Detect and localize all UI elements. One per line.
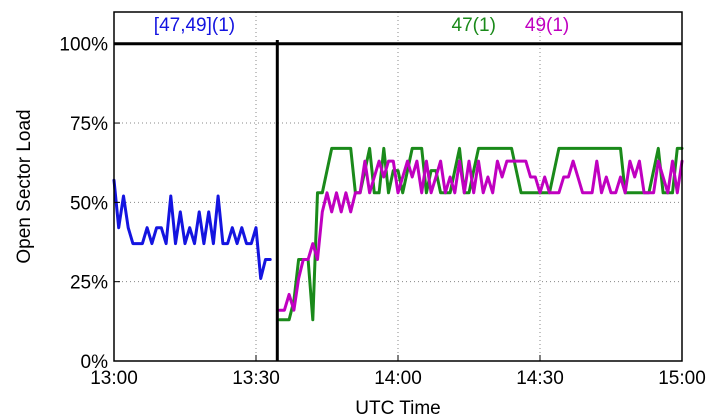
y-tick-label: 75% [70, 114, 108, 135]
y-tick-label: 50% [70, 193, 108, 214]
series-line-s49 [278, 159, 684, 312]
series-line-s47 [278, 146, 684, 322]
x-tick-label: 15:00 [658, 368, 706, 389]
x-tick-label: 13:30 [232, 368, 280, 389]
annotation-label: [47,49](1) [154, 15, 235, 36]
y-tick-label: 0% [81, 352, 109, 373]
annotation-label: 49(1) [525, 15, 569, 36]
y-axis-label: Open Sector Load [14, 109, 35, 263]
y-tick-label: 100% [59, 35, 108, 56]
reference-lines [114, 40, 682, 361]
annotations: [47,49](1) 47(1) 49(1) [154, 15, 569, 36]
axis-ticks: 13:00 13:30 14:00 14:30 15:00 0% 25% 50% 75% 100% [59, 35, 705, 389]
x-tick-label: 14:00 [374, 368, 422, 389]
annotation-label: 47(1) [452, 15, 496, 36]
y-tick-label: 25% [70, 273, 108, 294]
x-tick-label: 13:00 [90, 368, 138, 389]
series-lines [112, 146, 684, 322]
series-line-combined [112, 178, 272, 280]
x-axis-label: UTC Time [355, 398, 441, 419]
x-tick-label: 14:30 [516, 368, 564, 389]
